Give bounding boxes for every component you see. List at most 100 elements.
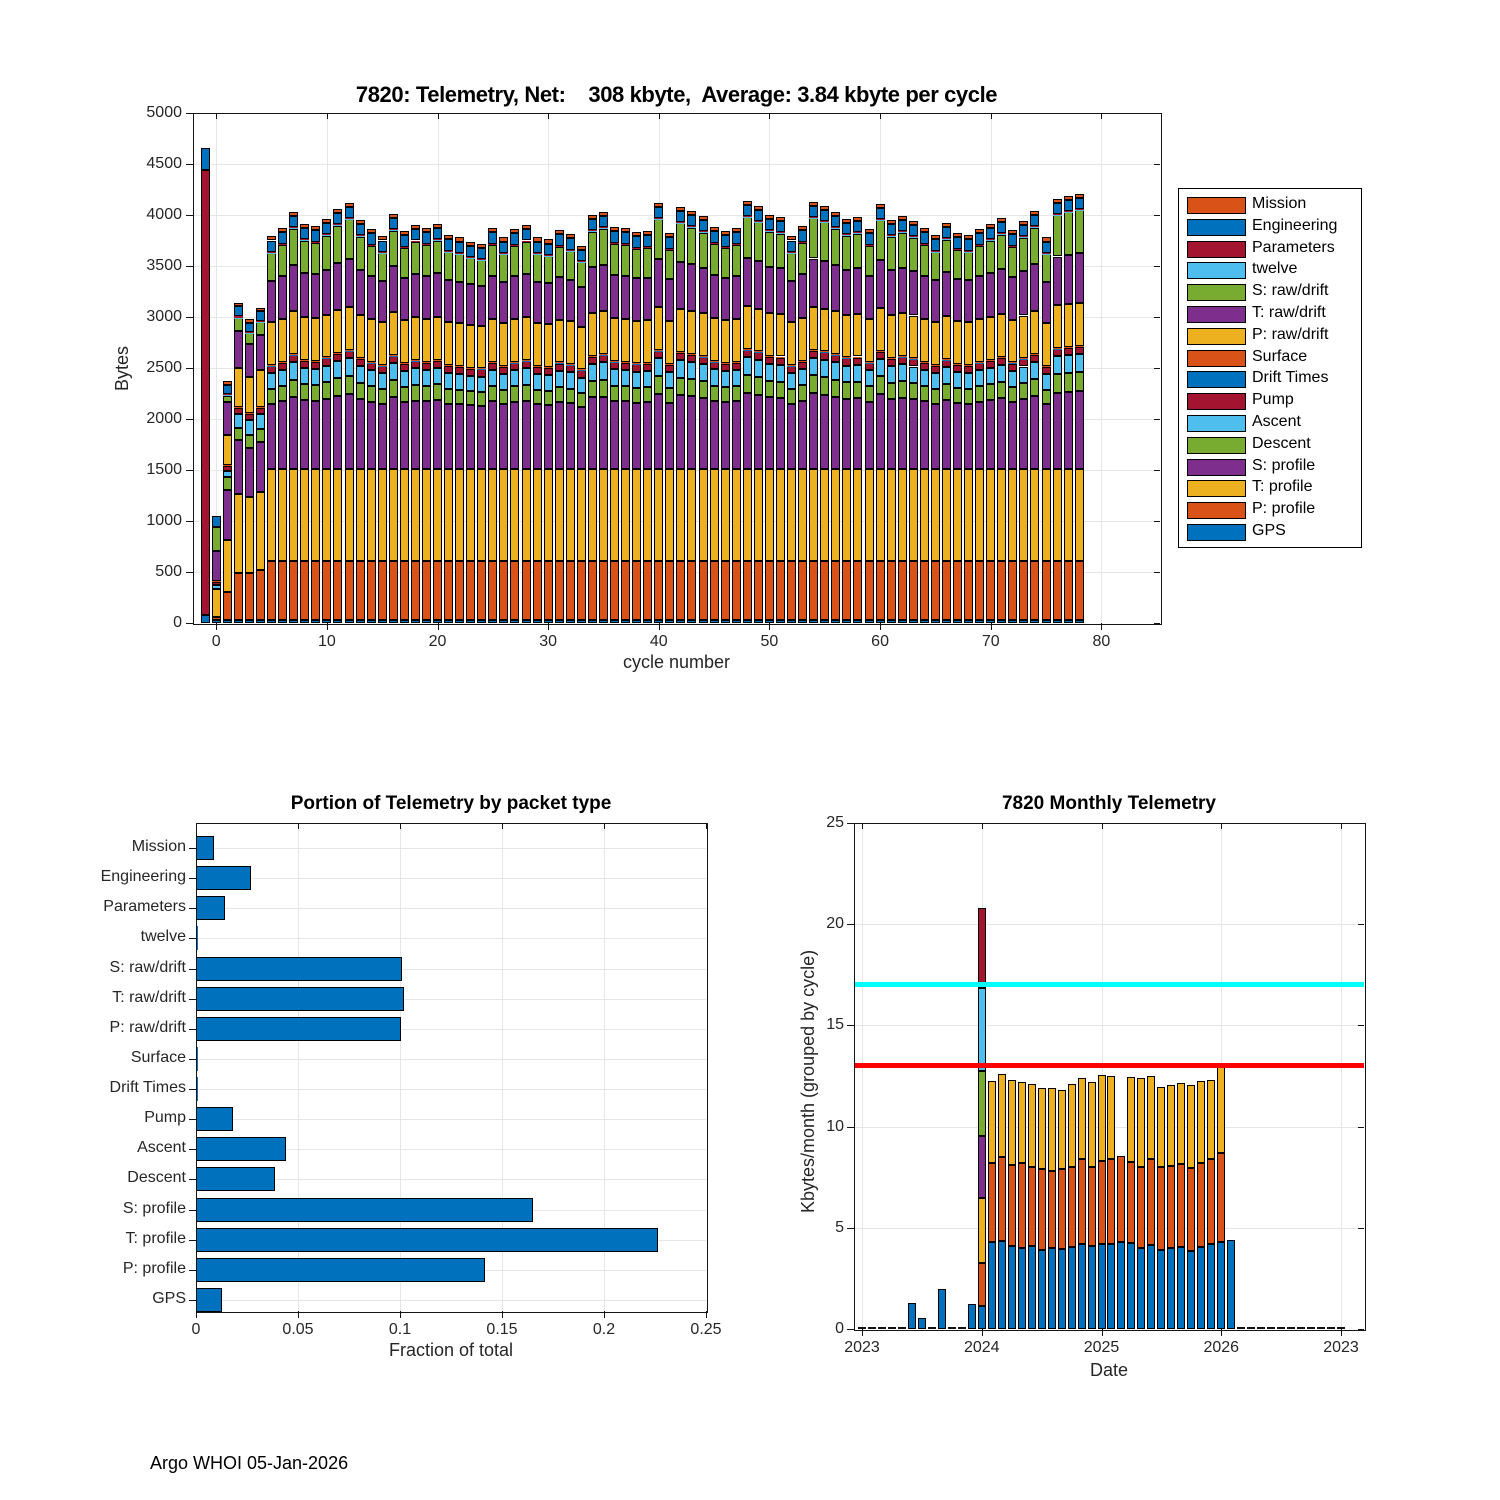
bar-segment-ascent bbox=[366, 370, 376, 387]
bar-segment-pump bbox=[709, 362, 719, 370]
bar-segment-pump bbox=[787, 366, 797, 374]
bar-segment-p--raw-drift bbox=[267, 322, 277, 366]
bar-segment-descent bbox=[975, 386, 985, 402]
bar-segment-gps bbox=[388, 619, 398, 623]
bar-segment-parameters bbox=[676, 222, 686, 223]
bar-segment-t--raw-drift bbox=[798, 274, 808, 318]
bar-segment-parameters bbox=[610, 242, 620, 244]
monthly-bar-segment bbox=[1147, 1245, 1156, 1329]
bar-segment-twelve bbox=[610, 243, 620, 245]
bar-segment-parameters bbox=[643, 246, 653, 248]
bar-segment-drift-times bbox=[433, 360, 443, 361]
bar-segment-drift-times bbox=[377, 365, 387, 367]
monthly-bar-segment bbox=[1187, 1168, 1196, 1252]
category-label: Surface bbox=[130, 1048, 186, 1066]
bar-segment-drift-times bbox=[842, 357, 852, 359]
bar-segment-engineering bbox=[222, 384, 232, 394]
bar-segment-drift-times bbox=[1041, 366, 1051, 367]
bar-segment-t--profile bbox=[698, 468, 708, 561]
bar-segment-ascent bbox=[466, 375, 476, 392]
bar-segment-pump bbox=[532, 366, 542, 374]
bar-segment-descent bbox=[986, 384, 996, 401]
bar-segment-drift-times bbox=[676, 352, 686, 354]
bar-segment-t--profile bbox=[908, 468, 918, 561]
bar-segment-t--profile bbox=[964, 468, 974, 561]
bar-segment-p--profile bbox=[344, 560, 354, 620]
bar-segment-s--profile bbox=[831, 396, 841, 469]
bar-segment-ascent bbox=[554, 370, 564, 387]
y-tick bbox=[189, 1089, 196, 1091]
x-tick-top bbox=[604, 823, 605, 829]
bar-segment-p--raw-drift bbox=[543, 323, 553, 367]
bar-segment-t--raw-drift bbox=[222, 401, 232, 436]
bar-segment-mission bbox=[322, 219, 332, 224]
x-tick-top bbox=[298, 823, 299, 829]
bar-segment-drift-times bbox=[565, 364, 575, 366]
bar-segment-ascent bbox=[1030, 361, 1040, 380]
bar-segment-mission bbox=[421, 228, 431, 233]
monthly-bar-segment bbox=[977, 987, 986, 1071]
monthly-bar-segment bbox=[987, 1241, 996, 1329]
bar-segment-ascent bbox=[897, 364, 907, 382]
bar-segment-gps bbox=[355, 619, 365, 623]
x-tick-top bbox=[548, 113, 550, 119]
bar-segment-descent bbox=[421, 386, 431, 402]
legend-label: GPS bbox=[1252, 522, 1286, 539]
y-tick-label: 4500 bbox=[146, 155, 182, 172]
bar-segment-s--raw-drift bbox=[798, 242, 808, 275]
bar-segment-s--raw-drift bbox=[654, 219, 664, 260]
bar-segment-parameters bbox=[311, 241, 321, 243]
bar-segment-twelve bbox=[787, 252, 797, 254]
bar-segment-s--profile bbox=[399, 402, 409, 469]
bar-segment-engineering bbox=[908, 225, 918, 237]
bar-segment-s--profile bbox=[809, 393, 819, 469]
y-tick-label: 3500 bbox=[146, 257, 182, 274]
bar-segment-descent bbox=[997, 381, 1007, 399]
grid-line-h bbox=[196, 1089, 706, 1091]
grid-line-v bbox=[1101, 113, 1103, 623]
bar-segment-twelve bbox=[244, 332, 254, 334]
bar-segment-mission bbox=[997, 218, 1007, 223]
monthly-bar-segment bbox=[1017, 1082, 1026, 1164]
bar-segment-t--profile bbox=[433, 468, 443, 561]
bar-segment-t--raw-drift bbox=[233, 331, 243, 368]
y-tick bbox=[186, 164, 193, 165]
bar-segment-drift-times bbox=[543, 367, 553, 368]
y-tick bbox=[189, 968, 196, 970]
bar-segment-ascent bbox=[654, 358, 664, 376]
bar-segment-engineering bbox=[233, 306, 243, 317]
bar-segment-surface bbox=[842, 357, 852, 359]
bar-segment-pump bbox=[554, 363, 564, 371]
bar-segment-pump bbox=[975, 363, 985, 371]
bar-segment-p--raw-drift bbox=[831, 311, 841, 355]
bar-segment-twelve bbox=[255, 321, 265, 323]
bar-segment-descent bbox=[311, 385, 321, 401]
bar-segment-mission bbox=[499, 237, 509, 242]
bar-segment-t--raw-drift bbox=[953, 279, 963, 321]
portion-bar-descent bbox=[196, 1167, 275, 1192]
bar-segment-gps bbox=[731, 619, 741, 623]
bar-segment-pump bbox=[953, 364, 963, 372]
bar-segment-gps bbox=[1052, 619, 1062, 623]
bar-segment-parameters bbox=[410, 240, 420, 242]
bar-segment-pump bbox=[621, 362, 631, 370]
bar-segment-s--profile bbox=[698, 397, 708, 469]
bar-segment-ascent bbox=[643, 371, 653, 388]
bar-segment-gps bbox=[687, 619, 697, 623]
bar-segment-ascent bbox=[455, 373, 465, 390]
bar-segment-t--raw-drift bbox=[521, 273, 531, 318]
bar-segment-p--profile bbox=[300, 560, 310, 620]
bar-segment-p--raw-drift bbox=[554, 319, 564, 363]
bar-segment-twelve bbox=[543, 255, 553, 257]
bar-segment-pump bbox=[720, 363, 730, 372]
bar-segment-p--raw-drift bbox=[344, 307, 354, 351]
bar-segment-surface bbox=[499, 365, 509, 367]
legend-label: Mission bbox=[1252, 195, 1307, 212]
bar-segment-parameters bbox=[886, 235, 896, 237]
bar-segment-surface bbox=[886, 357, 896, 359]
bar-segment-gps bbox=[488, 619, 498, 623]
bar-segment-ascent bbox=[776, 364, 785, 382]
bar-segment-pump bbox=[1019, 359, 1029, 367]
bar-segment-parameters bbox=[289, 227, 299, 229]
monthly-bar-segment bbox=[1197, 1163, 1206, 1248]
